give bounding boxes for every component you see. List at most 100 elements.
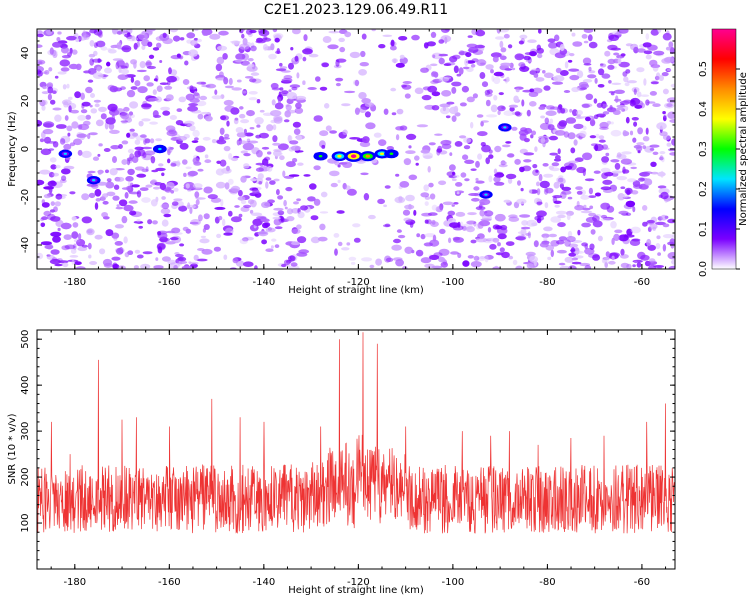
- heatmap-cell: [490, 52, 502, 58]
- heatmap-cell: [449, 164, 456, 171]
- heatmap-cell: [291, 227, 298, 234]
- x-tick-label: -140: [252, 577, 275, 588]
- heatmap-cell: [373, 132, 382, 138]
- heatmap-cell: [360, 50, 366, 58]
- heatmap-cell: [204, 159, 212, 164]
- heatmap-cell: [337, 241, 343, 247]
- heatmap-cell: [98, 171, 102, 175]
- heatmap-cell: [95, 198, 101, 202]
- heatmap-cell: [266, 166, 273, 172]
- heatmap-cell: [554, 130, 566, 136]
- heatmap-cell: [645, 33, 650, 40]
- heatmap-cell: [103, 148, 111, 152]
- heatmap-cell: [454, 141, 463, 147]
- heatmap-cell: [189, 261, 199, 265]
- heatmap-cell: [264, 222, 271, 228]
- heatmap-cell: [231, 157, 238, 162]
- heatmap-cell: [287, 135, 292, 143]
- heatmap-cell: [137, 33, 148, 40]
- heatmap-cell: [499, 247, 505, 253]
- heatmap-cell: [156, 85, 163, 92]
- heatmap-cell: [61, 245, 70, 251]
- y-tick-label: 40: [20, 47, 31, 60]
- heatmap-cell: [71, 121, 79, 129]
- heatmap-cell: [171, 201, 179, 206]
- heatmap-cell: [40, 222, 46, 228]
- heatmap-cell: [220, 115, 230, 121]
- heatmap-cell: [297, 211, 305, 219]
- heatmap-cell: [270, 110, 282, 117]
- heatmap-cell: [359, 61, 369, 67]
- heatmap-cell: [57, 227, 61, 232]
- heatmap-feature-core: [379, 152, 385, 156]
- heatmap-cell: [130, 59, 138, 65]
- heatmap-cell: [650, 29, 659, 36]
- x-tick-label: -120: [347, 277, 370, 288]
- heatmap-cell: [37, 70, 43, 77]
- heatmap-cell: [404, 246, 414, 254]
- heatmap-cell: [142, 152, 147, 159]
- heatmap-cell: [262, 44, 269, 51]
- heatmap-cell: [286, 92, 297, 100]
- heatmap-cell: [644, 145, 655, 153]
- heatmap-cell: [569, 74, 580, 81]
- heatmap-cell: [68, 105, 72, 113]
- heatmap-cell: [54, 201, 61, 207]
- y-tick-label: 300: [20, 422, 31, 441]
- heatmap-cell: [37, 44, 43, 48]
- heatmap-cell: [533, 240, 539, 248]
- heatmap-cell: [267, 151, 272, 155]
- heatmap-cell: [283, 199, 287, 207]
- heatmap-cell: [273, 218, 282, 226]
- heatmap-cell: [629, 130, 634, 136]
- heatmap-cell: [550, 249, 554, 258]
- heatmap-cell: [248, 91, 258, 95]
- x-tick-label: -80: [539, 577, 555, 588]
- heatmap-cell: [255, 40, 266, 44]
- heatmap-cell: [262, 158, 269, 166]
- heatmap-cell: [468, 47, 479, 53]
- heatmap-cell: [632, 259, 643, 263]
- heatmap-cell: [505, 141, 512, 144]
- heatmap-cell: [638, 177, 645, 182]
- heatmap-cell: [94, 202, 99, 210]
- heatmap-cell: [170, 69, 178, 76]
- heatmap-cell: [43, 210, 52, 217]
- heatmap-cell: [294, 95, 307, 101]
- heatmap-cell: [652, 103, 661, 107]
- heatmap-cell: [201, 248, 213, 255]
- heatmap-cell: [64, 115, 69, 121]
- heatmap-cell: [288, 255, 296, 262]
- heatmap-cell: [386, 146, 394, 151]
- heatmap-cell: [470, 64, 476, 68]
- heatmap-cell: [543, 187, 549, 195]
- heatmap-cell: [113, 184, 120, 190]
- heatmap-cell: [428, 182, 434, 188]
- heatmap-cell: [567, 196, 573, 200]
- heatmap-cell: [240, 175, 247, 183]
- heatmap-cell: [645, 54, 652, 60]
- heatmap-cell: [240, 119, 250, 124]
- heatmap-cell: [52, 141, 59, 148]
- heatmap-cell: [117, 74, 129, 80]
- heatmap-cell: [434, 133, 443, 136]
- heatmap-cell: [220, 198, 224, 207]
- heatmap-cell: [290, 145, 301, 151]
- heatmap-cell: [597, 235, 603, 242]
- heatmap-cell: [581, 103, 590, 109]
- colorbar: 0.0 0.1 0.2 0.3 0.4 0.5 Normalized spectral a…: [698, 28, 749, 277]
- heatmap-cell: [556, 177, 560, 183]
- heatmap-cell: [165, 94, 174, 101]
- heatmap-cell: [290, 47, 294, 51]
- heatmap-cell: [375, 258, 382, 266]
- heatmap-cell: [243, 153, 251, 157]
- y-tick-label: 200: [20, 468, 31, 487]
- heatmap-cell: [581, 34, 588, 39]
- heatmap-cell: [88, 53, 96, 58]
- heatmap-cell: [89, 261, 98, 265]
- heatmap-cell: [500, 47, 507, 53]
- heatmap-feature-core: [91, 179, 96, 182]
- snr-line: [37, 332, 675, 534]
- heatmap-cell: [498, 29, 509, 33]
- heatmap-cell: [630, 97, 641, 106]
